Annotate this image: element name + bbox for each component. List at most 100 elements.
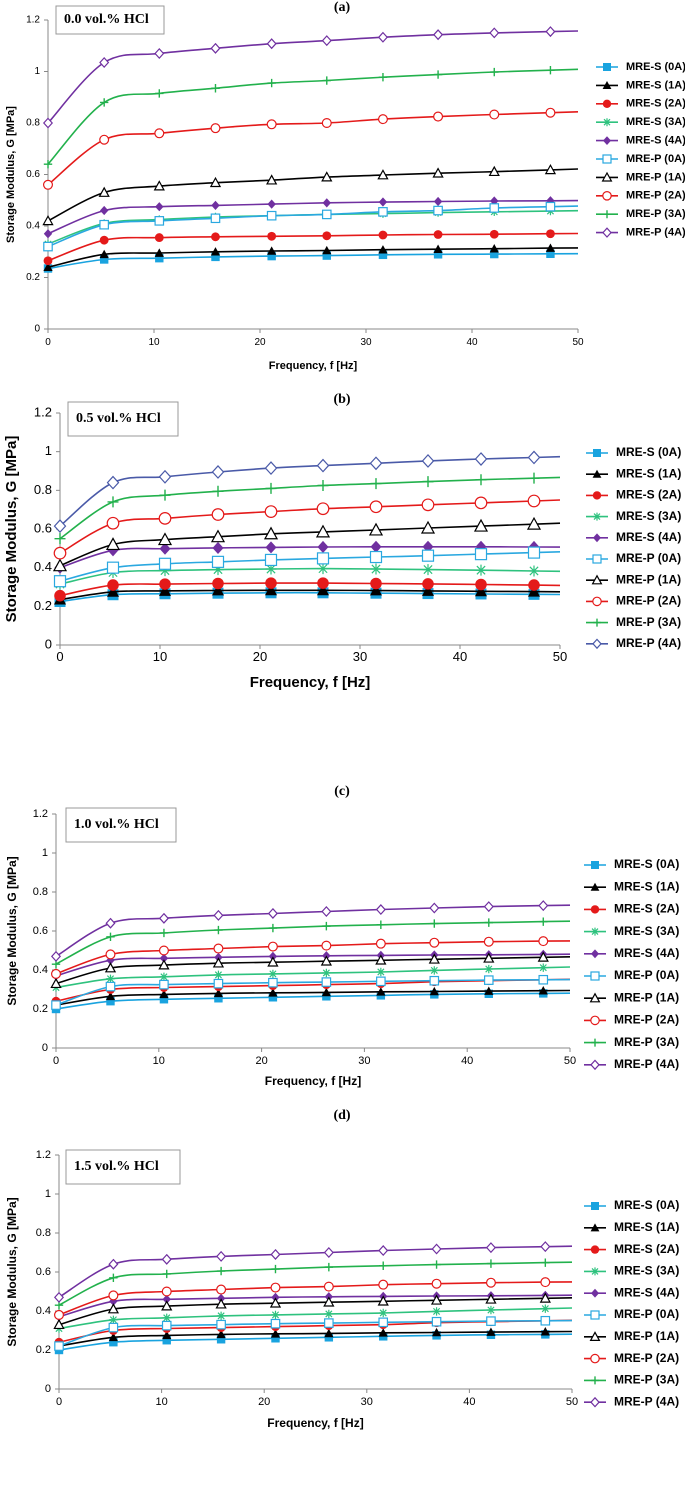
data-point [211,84,220,93]
data-point [474,496,488,510]
legend-marker [591,927,599,936]
legend-label: MRE-S (2A) [614,902,679,916]
legend-marker [592,469,602,478]
data-point [431,1327,442,1337]
data-point [324,1262,334,1272]
legend-marker [590,1245,600,1254]
data-point [210,42,221,54]
data-point [378,1245,389,1257]
y-tick-label: 0 [34,324,40,335]
chart-title: 0.0 vol.% HCl [64,12,149,27]
data-point [539,963,548,972]
data-point [51,1000,61,1010]
data-point [263,526,279,540]
y-axis-label: Storage Modulus, G [MPa] [5,1197,19,1346]
x-tick-label: 10 [153,649,167,664]
data-point [108,1332,118,1342]
data-point [321,987,331,997]
legend-marker [590,971,600,981]
x-tick-label: 10 [153,1055,165,1067]
data-point [321,940,332,951]
data-point [50,950,62,962]
data-point [211,555,225,568]
data-point [42,179,54,190]
data-point [154,128,165,139]
data-point [267,907,278,919]
legend-label: MRE-P (0A) [614,968,679,982]
data-point [422,578,434,590]
x-tick-label: 50 [572,337,584,348]
data-point [322,76,331,85]
data-point [430,966,439,975]
data-point [540,1241,551,1253]
legend-marker [591,574,603,585]
series-mre-p-3a [43,66,579,169]
x-tick-label: 40 [466,337,478,348]
data-point [378,250,388,260]
data-point [370,563,382,575]
title-box [55,5,165,35]
y-tick-label: 0.8 [34,482,52,497]
series-mre-s-3a [51,963,571,992]
data-point [271,1264,280,1274]
data-point [99,255,109,264]
data-point [545,26,556,38]
data-point [527,494,541,508]
data-point [376,976,386,987]
data-point [106,516,120,530]
x-tick-label: 10 [155,1396,167,1408]
data-point [473,518,489,532]
series-line [47,168,579,222]
legend-marker [591,1267,599,1276]
y-tick-label: 0.8 [33,886,48,898]
series-mre-p-0a [43,201,579,252]
y-tick-label: 0.4 [26,221,40,232]
y-tick-label: 0 [45,636,52,651]
legend-marker [602,154,612,164]
data-point [375,904,386,916]
legend-label: MRE-P (1A) [626,171,685,183]
data-point [421,454,435,468]
data-point [264,505,278,518]
y-axis-label: Storage Modulus, G [MPa] [5,106,17,243]
data-point [489,109,500,120]
data-point [527,585,541,597]
data-point [264,553,278,567]
data-point [42,214,54,226]
x-tick-label: 40 [453,649,467,664]
data-point [376,987,386,996]
panel-label: (c) [334,784,350,799]
series-mre-s-2a [54,577,561,602]
panel-label: (b) [333,392,350,407]
data-point [99,134,110,145]
y-tick-label: 1.2 [34,404,52,419]
data-point [162,1269,171,1279]
data-point [267,941,278,952]
data-point [369,456,383,471]
data-point [105,991,116,1001]
x-axis-label: Frequency, f [Hz] [250,674,371,691]
data-point [431,1243,442,1255]
data-point [210,123,221,134]
data-point [212,564,224,576]
data-point [432,167,444,178]
data-point [267,251,276,261]
series-mre-s-1a [54,1327,573,1350]
data-point [316,552,330,565]
legend-label: MRE-S (3A) [614,1264,679,1278]
y-tick-label: 0.6 [33,925,48,937]
data-point [109,1273,118,1283]
data-point [324,1318,334,1328]
data-point [215,1298,227,1309]
series-mre-p-0a [53,546,561,588]
data-point [99,205,109,216]
data-point [213,943,224,954]
data-point [378,207,388,217]
legend-label: MRE-S (4A) [614,946,679,960]
series-line [59,455,561,527]
data-point [369,584,383,596]
legend-label: MRE-S (1A) [614,879,679,893]
data-point [53,519,67,534]
data-point [155,202,164,212]
x-tick-label: 50 [564,1055,576,1067]
